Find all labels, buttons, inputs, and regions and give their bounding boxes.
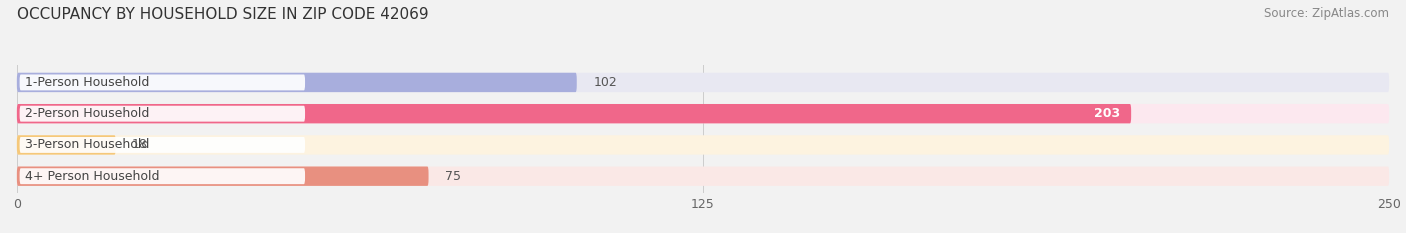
Text: 203: 203 bbox=[1094, 107, 1121, 120]
FancyBboxPatch shape bbox=[17, 104, 1132, 123]
FancyBboxPatch shape bbox=[20, 137, 305, 153]
Text: 3-Person Household: 3-Person Household bbox=[25, 138, 149, 151]
FancyBboxPatch shape bbox=[20, 75, 305, 90]
Text: 102: 102 bbox=[593, 76, 617, 89]
FancyBboxPatch shape bbox=[17, 73, 1389, 92]
FancyBboxPatch shape bbox=[17, 73, 576, 92]
FancyBboxPatch shape bbox=[17, 135, 1389, 155]
FancyBboxPatch shape bbox=[20, 168, 305, 184]
Text: 75: 75 bbox=[446, 170, 461, 183]
FancyBboxPatch shape bbox=[17, 167, 429, 186]
FancyBboxPatch shape bbox=[20, 106, 305, 122]
Text: 1-Person Household: 1-Person Household bbox=[25, 76, 149, 89]
Text: 4+ Person Household: 4+ Person Household bbox=[25, 170, 160, 183]
Text: OCCUPANCY BY HOUSEHOLD SIZE IN ZIP CODE 42069: OCCUPANCY BY HOUSEHOLD SIZE IN ZIP CODE … bbox=[17, 7, 429, 22]
Text: 18: 18 bbox=[132, 138, 148, 151]
Text: 2-Person Household: 2-Person Household bbox=[25, 107, 149, 120]
FancyBboxPatch shape bbox=[17, 167, 1389, 186]
FancyBboxPatch shape bbox=[17, 135, 115, 155]
Text: Source: ZipAtlas.com: Source: ZipAtlas.com bbox=[1264, 7, 1389, 20]
FancyBboxPatch shape bbox=[17, 104, 1389, 123]
